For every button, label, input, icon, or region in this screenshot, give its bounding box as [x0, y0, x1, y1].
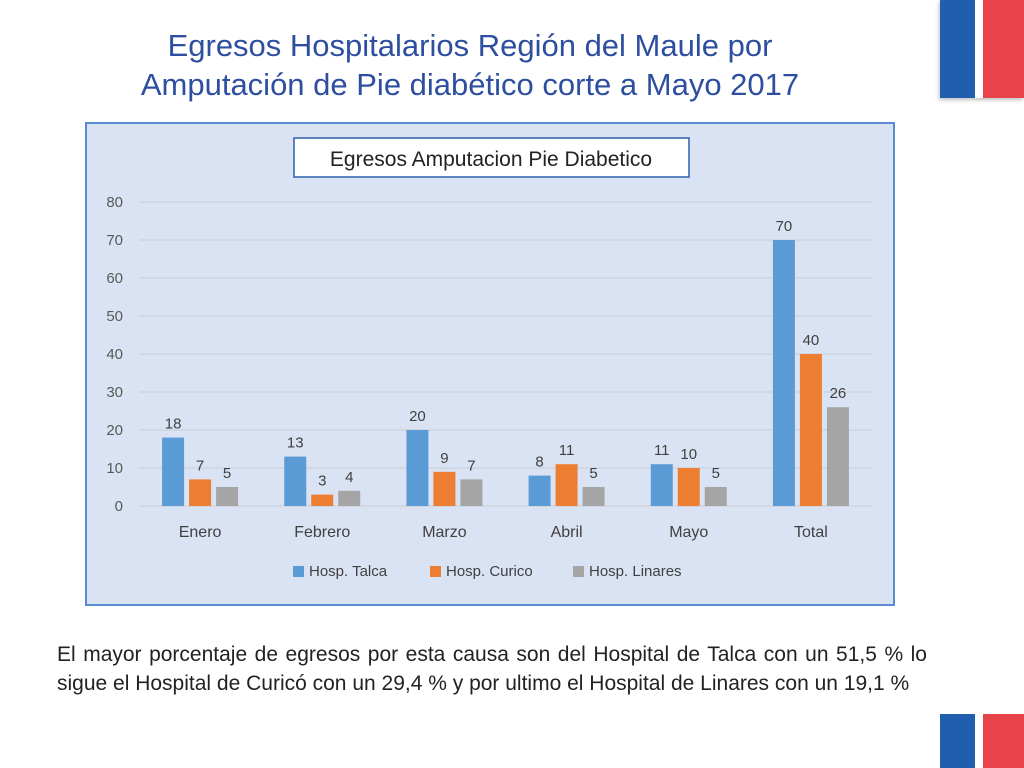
bar-hosp-talca-febrero: [284, 456, 307, 506]
data-label: 5: [589, 465, 597, 482]
data-label: 4: [345, 469, 353, 486]
flag-red-band: [983, 714, 1024, 768]
x-tick-label: Mayo: [669, 524, 708, 541]
legend-swatch: [430, 566, 441, 577]
data-label: 26: [830, 385, 847, 402]
data-label: 5: [223, 465, 231, 482]
data-label: 40: [803, 332, 820, 349]
y-tick-label: 50: [106, 308, 123, 325]
bar-hosp-curico-marzo: [433, 471, 456, 506]
data-label: 7: [196, 457, 204, 474]
x-tick-label: Total: [794, 524, 828, 541]
chile-flag-stripe-top: [940, 0, 1024, 98]
legend-label: Hosp. Linares: [589, 563, 682, 580]
chile-flag-stripe-bottom: [940, 714, 1024, 768]
summary-text: El mayor porcentaje de egresos por esta …: [57, 643, 927, 695]
slide-title-line-1: Egresos Hospitalarios Región del Maule p…: [167, 28, 773, 63]
y-tick-label: 10: [106, 460, 123, 477]
y-tick-label: 70: [106, 232, 123, 249]
data-label: 11: [654, 442, 670, 459]
legend-swatch: [573, 566, 584, 577]
data-label: 20: [409, 408, 426, 425]
bar-hosp-linares-abril: [582, 487, 605, 506]
chart-container: Egresos Amputacion Pie Diabetico 0 10 20 30 4…: [85, 122, 895, 606]
bar-hosp-talca-total: [772, 240, 795, 506]
bar-hosp-talca-marzo: [406, 430, 429, 506]
legend-swatch: [293, 566, 304, 577]
x-tick-label: Febrero: [294, 524, 350, 541]
flag-white-band: [975, 714, 983, 768]
bar-hosp-talca-abril: [528, 475, 551, 506]
data-label: 8: [535, 454, 543, 471]
bar-hosp-curico-abril: [555, 464, 578, 506]
flag-blue-band: [940, 714, 975, 768]
x-tick-label: Marzo: [422, 524, 467, 541]
bar-hosp-linares-marzo: [460, 479, 483, 506]
chart-title: Egresos Amputacion Pie Diabetico: [330, 148, 652, 171]
bar-hosp-talca-mayo: [650, 464, 673, 506]
y-tick-label: 60: [106, 270, 123, 287]
bar-hosp-curico-total: [799, 354, 822, 506]
bar-chart: Egresos Amputacion Pie Diabetico 0 10 20 30 4…: [106, 137, 872, 580]
data-label: 3: [318, 473, 326, 490]
y-tick-label: 0: [115, 498, 123, 515]
y-tick-label: 40: [106, 346, 123, 363]
bar-hosp-talca-enero: [162, 437, 185, 506]
legend-label: Hosp. Curico: [446, 563, 533, 580]
data-label: 10: [680, 446, 697, 463]
x-tick-label: Enero: [179, 524, 222, 541]
bar-hosp-curico-mayo: [677, 468, 700, 506]
bar-hosp-curico-enero: [189, 479, 212, 506]
y-tick-label: 20: [106, 422, 123, 439]
slide-title-line-2: Amputación de Pie diabético corte a Mayo…: [140, 67, 800, 102]
data-label: 70: [776, 218, 793, 235]
data-label: 18: [165, 416, 182, 433]
bar-hosp-linares-febrero: [338, 490, 361, 506]
flag-white-band: [975, 0, 983, 98]
flag-red-band: [983, 0, 1024, 98]
slide-title: Egresos Hospitalarios Región del Maule p…: [0, 26, 940, 104]
data-label: 13: [287, 435, 304, 452]
y-tick-label: 30: [106, 384, 123, 401]
bar-hosp-curico-febrero: [311, 494, 334, 506]
data-label: 11: [559, 442, 575, 459]
bar-hosp-linares-mayo: [704, 487, 727, 506]
chart-title-box: [293, 137, 690, 178]
legend-label: Hosp. Talca: [309, 563, 388, 580]
data-label: 5: [712, 465, 720, 482]
flag-blue-band: [940, 0, 975, 98]
bar-hosp-linares-enero: [216, 487, 239, 506]
data-label: 9: [440, 450, 448, 467]
x-tick-label: Abril: [551, 524, 583, 541]
data-label: 7: [467, 457, 475, 474]
bar-hosp-linares-total: [826, 407, 849, 506]
y-tick-label: 80: [106, 194, 123, 211]
